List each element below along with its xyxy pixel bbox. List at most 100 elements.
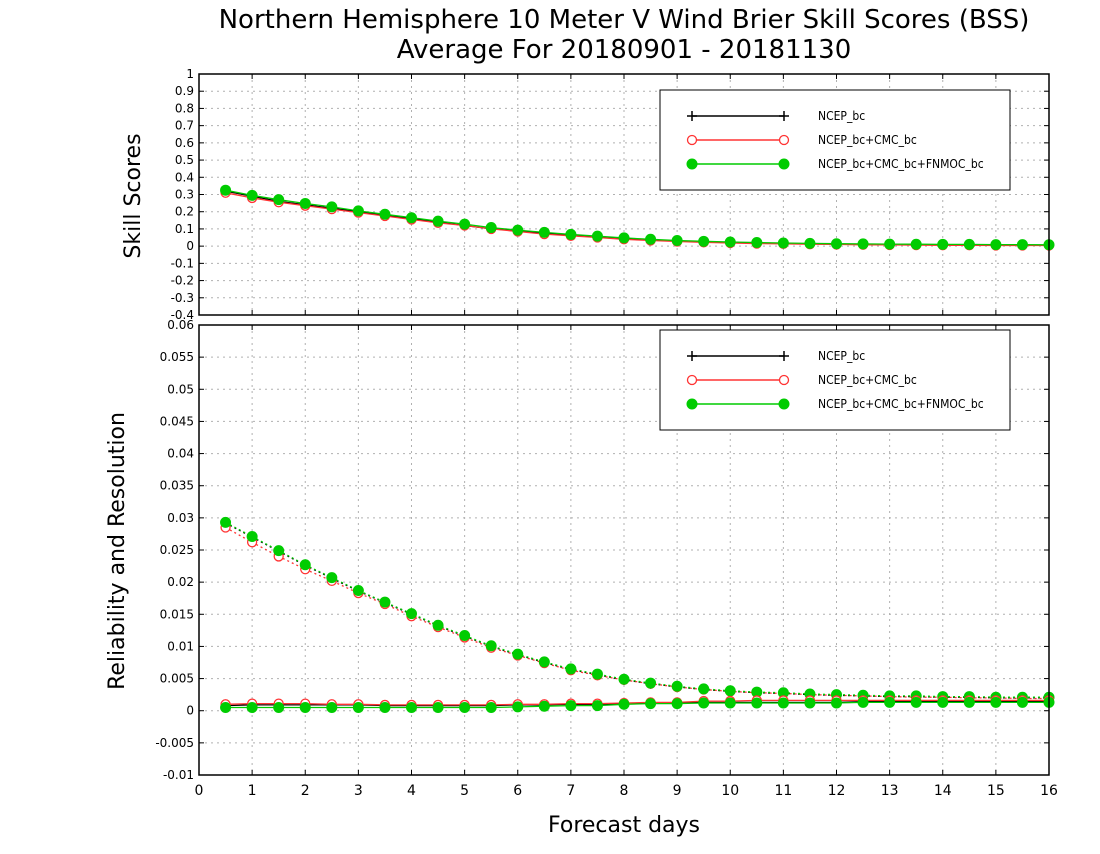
- data-point: [459, 218, 471, 230]
- data-point: [538, 700, 550, 712]
- data-point: [937, 696, 949, 708]
- y-tick-label: -0.005: [155, 736, 194, 750]
- data-point: [1016, 696, 1028, 708]
- data-point: [299, 197, 311, 209]
- x-tick-label: 6: [513, 783, 522, 799]
- data-point: [352, 205, 364, 217]
- data-point: [406, 702, 417, 713]
- data-point: [751, 697, 763, 709]
- legend-label: NCEP_bc+CMC_bc+FNMOC_bc: [818, 397, 984, 411]
- y-tick-label: 0.3: [175, 188, 194, 202]
- legend-marker: [778, 398, 790, 410]
- legend-marker: [778, 134, 790, 146]
- data-point: [379, 208, 391, 220]
- y-tick-label: 0.04: [167, 447, 194, 461]
- chart-title-line1: Northern Hemisphere 10 Meter V Wind Brie…: [219, 5, 1030, 35]
- x-tick-label: 5: [460, 783, 469, 799]
- y-tick-label: 0.03: [167, 511, 194, 525]
- y-tick-label: 0.5: [175, 153, 194, 167]
- data-point: [432, 702, 444, 713]
- y-tick-label: 0.6: [175, 136, 194, 150]
- data-point: [406, 608, 417, 620]
- data-point: [459, 630, 471, 641]
- legend-marker: [779, 111, 789, 121]
- data-point: [618, 232, 630, 244]
- data-point: [538, 656, 550, 668]
- x-tick-label: 8: [620, 783, 629, 799]
- legend-label: NCEP_bc+CMC_bc+FNMOC_bc: [818, 157, 984, 171]
- data-point: [884, 238, 896, 250]
- y-tick-label: -0.1: [171, 256, 194, 270]
- x-tick-label: 11: [774, 783, 792, 799]
- data-point: [724, 685, 736, 697]
- data-point: [512, 648, 524, 660]
- data-point: [671, 234, 683, 246]
- data-point: [884, 696, 896, 708]
- data-point: [273, 702, 285, 713]
- data-point: [220, 702, 232, 713]
- data-point: [591, 700, 603, 712]
- x-tick-label: 15: [987, 783, 1005, 799]
- x-tick-label: 3: [354, 783, 363, 799]
- x-tick-label: 16: [1040, 783, 1058, 799]
- x-tick-label: 12: [828, 783, 846, 799]
- data-point: [485, 702, 497, 713]
- data-point: [220, 184, 232, 196]
- y-tick-label: -0.01: [163, 768, 194, 782]
- data-point: [246, 531, 258, 542]
- y-tick-label: 0.2: [175, 205, 194, 219]
- data-point: [698, 697, 710, 709]
- y-tick-label: 0.015: [160, 607, 194, 621]
- data-point: [565, 663, 577, 675]
- data-point: [724, 236, 736, 248]
- data-point: [379, 596, 391, 608]
- y-tick-label: 0.025: [160, 543, 194, 557]
- data-point: [326, 201, 338, 213]
- y-tick-label: 0: [186, 704, 194, 718]
- data-point: [299, 702, 311, 713]
- data-point: [538, 226, 550, 238]
- data-point: [777, 697, 789, 709]
- data-point: [963, 238, 975, 250]
- data-point: [326, 572, 338, 584]
- x-tick-label: 7: [566, 783, 575, 799]
- legend-marker: [686, 374, 698, 386]
- y-tick-label: -0.2: [171, 274, 194, 288]
- data-point: [645, 698, 657, 710]
- chart-title-line2: Average For 20180901 - 20181130: [397, 35, 852, 65]
- legend-marker: [686, 398, 698, 410]
- legend-marker: [686, 158, 698, 170]
- data-point: [937, 238, 949, 250]
- y-axis-label-reliability: Reliability and Resolution: [105, 412, 130, 690]
- reliability-resolution-panel: 0.060.0550.050.0450.040.0350.030.0250.02…: [155, 318, 1058, 799]
- data-point: [485, 222, 497, 234]
- data-point: [512, 701, 524, 713]
- data-point: [352, 585, 364, 596]
- data-point: [724, 697, 736, 709]
- data-point: [751, 237, 763, 249]
- data-point: [406, 212, 417, 224]
- legend-label: NCEP_bc: [818, 109, 865, 123]
- plot-frame: [198, 73, 1050, 316]
- y-tick-label: 0.05: [167, 382, 194, 396]
- y-tick-label: 0.005: [160, 672, 194, 686]
- legend-marker: [778, 158, 790, 170]
- legend-marker: [778, 374, 790, 386]
- series-ncep-bc-cmc-bc-fnmoc-bc: [220, 184, 1055, 251]
- data-point: [565, 228, 577, 240]
- data-point: [618, 673, 630, 685]
- skill-scores-panel: 1 0.9 0.8 0.7 0.6 0.5 0.4 0.3 0.2 0.1 0 -0.1 -0.2 -0.…: [171, 67, 1055, 322]
- data-point: [857, 238, 869, 250]
- x-axis-label: Forecast days: [548, 813, 700, 838]
- data-point: [990, 239, 1002, 251]
- y-tick-label: 0.4: [175, 170, 194, 184]
- series-ncep-bc-cmc-bc-fnmoc-bc: [220, 696, 1055, 713]
- legend-label: NCEP_bc+CMC_bc: [818, 373, 917, 387]
- data-point: [591, 668, 603, 680]
- data-point: [326, 702, 338, 713]
- y-tick-label: 1: [186, 67, 194, 81]
- data-point: [777, 237, 789, 249]
- y-tick-label: 0.02: [167, 575, 194, 589]
- data-point: [831, 697, 842, 709]
